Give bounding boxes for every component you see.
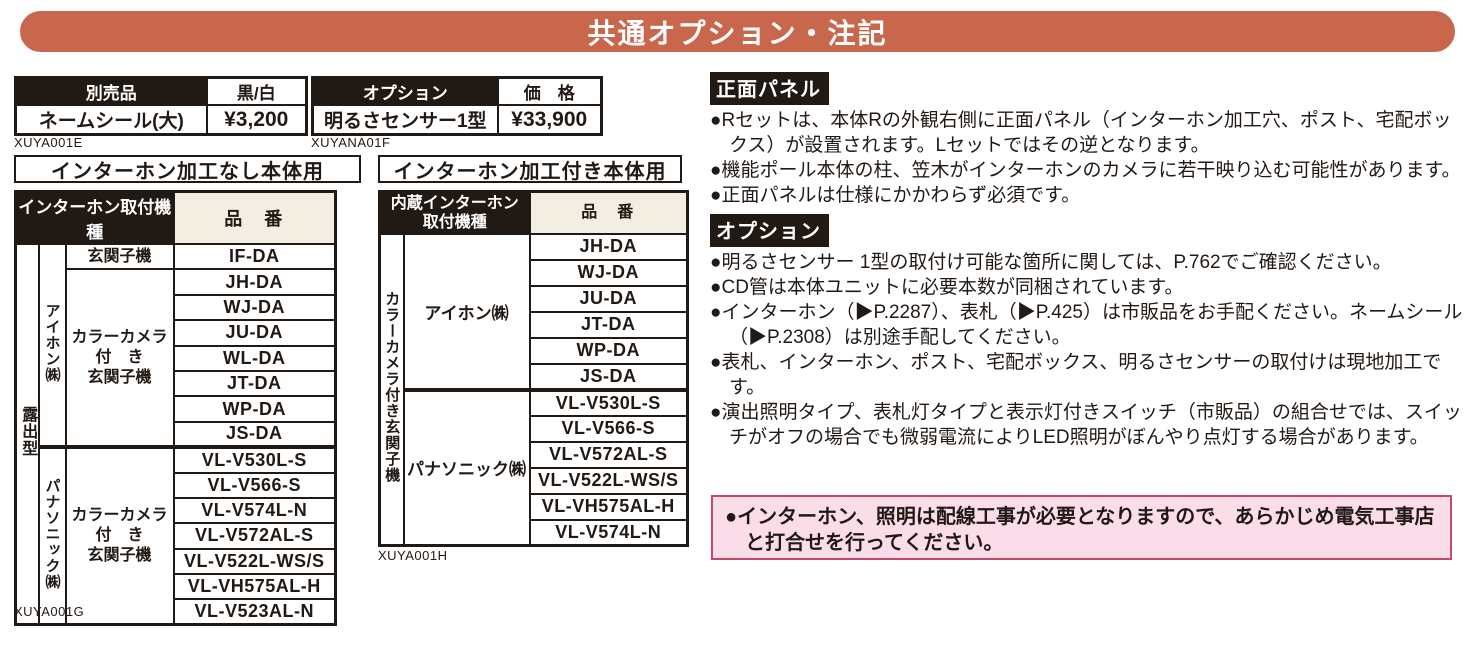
note-item: ●正面パネルは仕様にかかわらず必須です。 — [710, 185, 1081, 206]
part-cell: WP-DA — [172, 395, 337, 423]
camera-type-label: カラーカメラ付き玄関子機 — [383, 290, 401, 483]
part-cell: VL-V566-S — [528, 414, 689, 443]
machine-column-header: 内蔵インターホン 取付機種 — [378, 190, 531, 235]
sold-separately-price-table: 別売品 黒/白 ネームシール(大) ¥3,200 — [14, 76, 308, 136]
maker-label: アイホン㈱ — [43, 302, 61, 383]
part-cell: JU-DA — [172, 319, 337, 347]
color-variant-header: 黒/白 — [205, 76, 308, 106]
part-cell: JS-DA — [172, 420, 337, 449]
options-label: オプション — [710, 214, 829, 247]
kind-cell: カラーカメラ 付 き 玄関子機 — [64, 445, 175, 626]
part-cell: VL-V572AL-S — [172, 522, 337, 550]
product-name-cell: 明るさセンサー1型 — [311, 104, 499, 136]
note-item: ●CD管は本体ユニットに必要本数が同梱されています。 — [710, 277, 1184, 298]
price-header: 価 格 — [496, 76, 603, 106]
part-cell: WP-DA — [528, 336, 689, 365]
sold-separately-header: 別売品 — [14, 76, 208, 106]
part-cell: VL-V566-S — [172, 471, 337, 499]
part-cell: WL-DA — [172, 344, 337, 372]
machine-column-header: インターホン取付機種 — [14, 190, 175, 245]
note-item: ●明るさセンサー 1型の取付け可能な箇所に関しては、P.762でご確認ください。 — [710, 252, 1392, 273]
part-cell: VL-V574L-N — [172, 496, 337, 525]
part-number-column-header: 品 番 — [528, 190, 689, 235]
part-cell: JU-DA — [528, 284, 689, 313]
part-cell: VL-V572AL-S — [528, 440, 689, 469]
section-title-text: インターホン加工なし本体用 — [51, 160, 324, 183]
table-code-label: XUYANA01F — [311, 135, 391, 150]
with-interphone-section-title: インターホン加工付き本体用 — [378, 155, 682, 183]
product-name-cell: ネームシール(大) — [14, 104, 208, 136]
maker-cell-aiphone: アイホン㈱ — [37, 242, 67, 449]
note-item: ●表札、インターホン、ポスト、宅配ボックス、明るさセンサーの取付けは現地加工です… — [710, 352, 1442, 398]
front-panel-label: 正面パネル — [710, 72, 829, 105]
table-code-label: XUYA001H — [378, 548, 448, 563]
price-cell: ¥33,900 — [496, 104, 603, 136]
part-number-column-header: 品 番 — [172, 190, 337, 245]
maker-cell-panasonic: パナソニック㈱ — [402, 387, 531, 547]
option-price-table: オプション 価 格 明るさセンサー1型 ¥33,900 — [311, 76, 603, 136]
kind-cell: 玄関子機 — [64, 242, 175, 271]
note-item: ●Rセットは、本体Rの外観右側に正面パネル（インターホン加工穴、ポスト、宅配ボッ… — [710, 110, 1452, 156]
camera-type-cell: カラーカメラ付き玄関子機 — [378, 232, 405, 547]
maker-cell-aiphone: アイホン㈱ — [402, 232, 531, 391]
part-cell: VL-VH575AL-H — [172, 573, 337, 601]
page-title: 共通オプション・注記 — [587, 17, 888, 49]
part-cell: VL-V530L-S — [528, 387, 689, 417]
note-item: ●インターホン（▶P.2287）、表札（▶P.425）は市販品をお手配ください。… — [710, 302, 1463, 348]
no-interphone-section-title: インターホン加工なし本体用 — [14, 155, 361, 183]
kind-cell: カラーカメラ 付 き 玄関子機 — [64, 268, 175, 449]
part-cell: WJ-DA — [172, 293, 337, 322]
part-cell: IF-DA — [172, 242, 337, 271]
part-cell: JS-DA — [528, 362, 689, 391]
wiring-warning-box: ●インターホン、照明は配線工事が必要となりますので、あらかじめ電気工事店と打合せ… — [711, 495, 1452, 560]
part-cell: VL-V574L-N — [528, 518, 689, 547]
table-code-label: XUYA001G — [14, 604, 85, 619]
part-cell: VL-V522L-WS/S — [528, 466, 689, 495]
no-interphone-spec-table: インターホン取付機種 品 番 露出型 アイホン㈱ 玄関子機 IF-DA カラーカ… — [14, 190, 337, 627]
wiring-warning-text: ●インターホン、照明は配線工事が必要となりますので、あらかじめ電気工事店と打合せ… — [725, 506, 1435, 554]
part-cell: JT-DA — [172, 369, 337, 398]
front-panel-notes: ●Rセットは、本体Rの外観右側に正面パネル（インターホン加工穴、ポスト、宅配ボッ… — [710, 108, 1464, 208]
mount-type-cell: 露出型 — [14, 243, 40, 626]
note-item: ●機能ポール本体の柱、笠木がインターホンのカメラに若干映り込む可能性があります。 — [710, 160, 1461, 181]
notes-column: 正面パネル ●Rセットは、本体Rの外観右側に正面パネル（インターホン加工穴、ポス… — [710, 72, 1464, 456]
maker-label: パナソニック㈱ — [43, 477, 61, 590]
table-code-label: XUYA001E — [14, 135, 83, 150]
maker-cell-panasonic: パナソニック㈱ — [37, 445, 67, 626]
note-item: ●演出照明タイプ、表札灯タイプと表示灯付きスイッチ（市販品）の組合せでは、スイッ… — [710, 402, 1462, 448]
part-cell: VL-V522L-WS/S — [172, 547, 337, 576]
part-cell: VL-V523AL-N — [172, 598, 337, 626]
part-cell: JT-DA — [528, 310, 689, 339]
with-interphone-spec-table: 内蔵インターホン 取付機種 品 番 カラーカメラ付き玄関子機 アイホン㈱ JH-… — [378, 190, 690, 547]
part-cell: JH-DA — [172, 268, 337, 296]
option-header: オプション — [311, 76, 499, 106]
part-cell: WJ-DA — [528, 258, 689, 287]
price-cell: ¥3,200 — [205, 104, 308, 136]
mount-type-label: 露出型 — [19, 406, 37, 458]
part-cell: JH-DA — [528, 232, 689, 261]
page-title-banner: 共通オプション・注記 — [20, 11, 1455, 52]
options-notes: ●明るさセンサー 1型の取付け可能な箇所に関しては、P.762でご確認ください。… — [710, 250, 1464, 450]
part-cell: VL-V530L-S — [172, 445, 337, 474]
section-title-text: インターホン加工付き本体用 — [393, 160, 667, 183]
part-cell: VL-VH575AL-H — [528, 492, 689, 521]
